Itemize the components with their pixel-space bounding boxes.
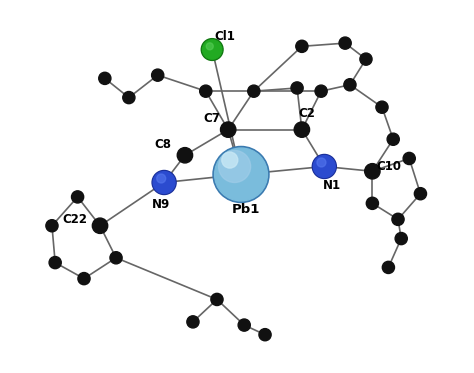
- Circle shape: [49, 257, 61, 269]
- Circle shape: [248, 85, 260, 97]
- Circle shape: [99, 72, 111, 84]
- Circle shape: [153, 172, 175, 193]
- Circle shape: [360, 53, 372, 65]
- Text: N9: N9: [152, 198, 170, 211]
- Text: C10: C10: [376, 160, 401, 173]
- Text: C8: C8: [154, 138, 171, 151]
- Text: C7: C7: [204, 112, 220, 125]
- Circle shape: [315, 85, 327, 97]
- Circle shape: [177, 148, 192, 163]
- Circle shape: [238, 319, 250, 331]
- Circle shape: [200, 85, 212, 97]
- Text: Cl1: Cl1: [215, 30, 236, 43]
- Circle shape: [152, 69, 164, 81]
- Circle shape: [123, 91, 135, 104]
- Circle shape: [392, 213, 404, 225]
- Circle shape: [296, 40, 308, 53]
- Circle shape: [152, 170, 176, 194]
- Circle shape: [187, 316, 199, 328]
- Circle shape: [110, 252, 122, 264]
- Circle shape: [206, 43, 213, 50]
- Circle shape: [291, 82, 303, 94]
- Circle shape: [317, 158, 326, 167]
- Circle shape: [383, 261, 394, 273]
- Circle shape: [312, 154, 337, 179]
- Circle shape: [92, 218, 108, 233]
- Text: C2: C2: [298, 107, 315, 120]
- Circle shape: [387, 133, 399, 145]
- Circle shape: [376, 101, 388, 113]
- Circle shape: [215, 148, 267, 201]
- Circle shape: [313, 156, 335, 178]
- Circle shape: [365, 164, 380, 179]
- Text: N1: N1: [323, 179, 341, 192]
- Circle shape: [294, 122, 310, 137]
- Circle shape: [202, 40, 222, 59]
- Circle shape: [414, 188, 427, 200]
- Circle shape: [395, 232, 407, 245]
- Circle shape: [366, 197, 378, 209]
- Circle shape: [219, 150, 251, 182]
- Text: C22: C22: [62, 213, 87, 226]
- Circle shape: [222, 152, 238, 168]
- Circle shape: [213, 147, 269, 203]
- Circle shape: [46, 220, 58, 232]
- Circle shape: [339, 37, 351, 49]
- Circle shape: [78, 273, 90, 285]
- Circle shape: [344, 79, 356, 91]
- Circle shape: [220, 122, 236, 137]
- Circle shape: [259, 329, 271, 341]
- Circle shape: [403, 153, 415, 164]
- Circle shape: [211, 293, 223, 305]
- Circle shape: [72, 191, 84, 203]
- Circle shape: [157, 174, 166, 183]
- Text: Pb1: Pb1: [232, 203, 260, 216]
- Circle shape: [201, 39, 223, 60]
